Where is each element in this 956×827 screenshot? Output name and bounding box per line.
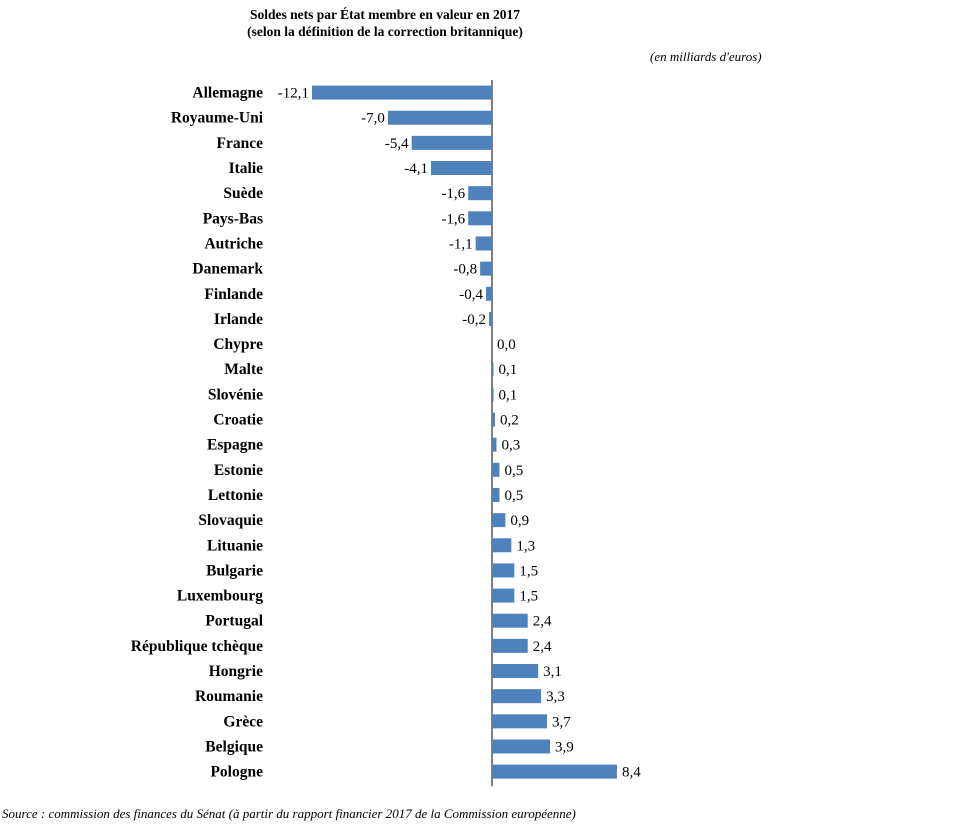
value-label: 0,1 [498,387,517,403]
category-label: Belgique [205,738,263,755]
bar [492,362,494,377]
bar [468,211,492,226]
value-label: 0,1 [498,362,517,378]
value-label: -4,1 [404,161,428,177]
bar [489,311,492,326]
value-label: 1,5 [519,589,538,605]
category-label: Slovaquie [198,512,263,529]
value-label: 3,1 [543,664,562,680]
bar [492,538,512,553]
category-label: Roumanie [195,688,263,705]
category-label: Autriche [204,235,263,252]
bar [492,714,548,729]
bar [492,513,506,528]
category-label: Chypre [213,336,263,353]
chart-title: Soldes nets par État membre en valeur en… [250,7,520,22]
value-label: 1,5 [519,563,538,579]
category-label: Grèce [223,713,263,730]
category-label: Lettonie [208,487,263,504]
bar [486,286,492,301]
value-label: -0,8 [453,262,477,278]
bar-chart: Allemagne -12,1 Royaume-Uni -7,0 France -5,4 I… [131,80,641,787]
value-label: -7,0 [361,111,385,127]
bar [492,613,528,628]
category-label: Malte [224,361,263,378]
value-label: 2,4 [533,614,552,630]
category-label: Irlande [214,311,263,328]
bar [492,664,539,679]
value-label: 0,5 [504,463,523,479]
bar [492,638,528,653]
category-label: France [217,135,264,152]
value-label: 0,3 [501,438,520,454]
category-label: Croatie [213,412,263,429]
category-label: République tchèque [131,638,263,655]
value-label: 0,5 [504,488,523,504]
category-label: Allemagne [192,85,263,102]
category-label: Royaume-Uni [171,110,264,127]
value-label: 1,3 [516,538,535,554]
category-label: Suède [223,185,263,202]
bar [492,689,542,704]
category-label: Bulgarie [206,562,263,579]
bar [411,135,492,150]
chart-subtitle: (selon la définition de la correction br… [247,24,523,39]
units-note: (en milliards d'euros) [650,49,762,64]
category-label: Espagne [207,437,263,454]
value-label: 3,9 [555,739,574,755]
value-label: 2,4 [533,639,552,655]
value-label: 3,7 [552,714,571,730]
value-label: -1,1 [449,236,473,252]
category-label: Finlande [204,286,263,303]
bar [492,412,495,427]
value-label: 0,9 [510,513,529,529]
category-label: Pologne [210,764,263,781]
category-label: Luxembourg [177,588,263,605]
value-label: 8,4 [622,765,641,781]
source-note: Source : commission des finances du Séna… [2,806,576,821]
bar [475,236,492,251]
value-label: -0,2 [462,312,486,328]
bar [387,110,492,125]
value-label: -12,1 [278,86,309,102]
value-label: -0,4 [459,287,483,303]
bar [312,85,492,100]
category-label: Slovénie [208,386,263,403]
value-label: 0,2 [500,413,519,429]
value-label: -1,6 [441,211,465,227]
bar [492,487,500,502]
bar [468,186,492,201]
category-label: Pays-Bas [203,210,263,227]
category-label: Portugal [205,613,263,630]
bar [492,462,500,477]
bar [480,261,492,276]
value-label: 3,3 [546,689,565,705]
category-label: Lituanie [207,537,263,554]
category-label: Italie [229,160,264,177]
bar [431,161,492,176]
bar [492,437,497,452]
category-label: Danemark [192,261,263,278]
category-label: Hongrie [209,663,263,680]
bar [492,764,617,779]
bar [492,739,551,754]
value-label: 0,0 [497,337,516,353]
bar [492,387,494,402]
bar [492,563,515,578]
bar [492,588,515,603]
value-label: -1,6 [441,186,465,202]
value-label: -5,4 [385,136,409,152]
category-label: Estonie [214,462,263,479]
